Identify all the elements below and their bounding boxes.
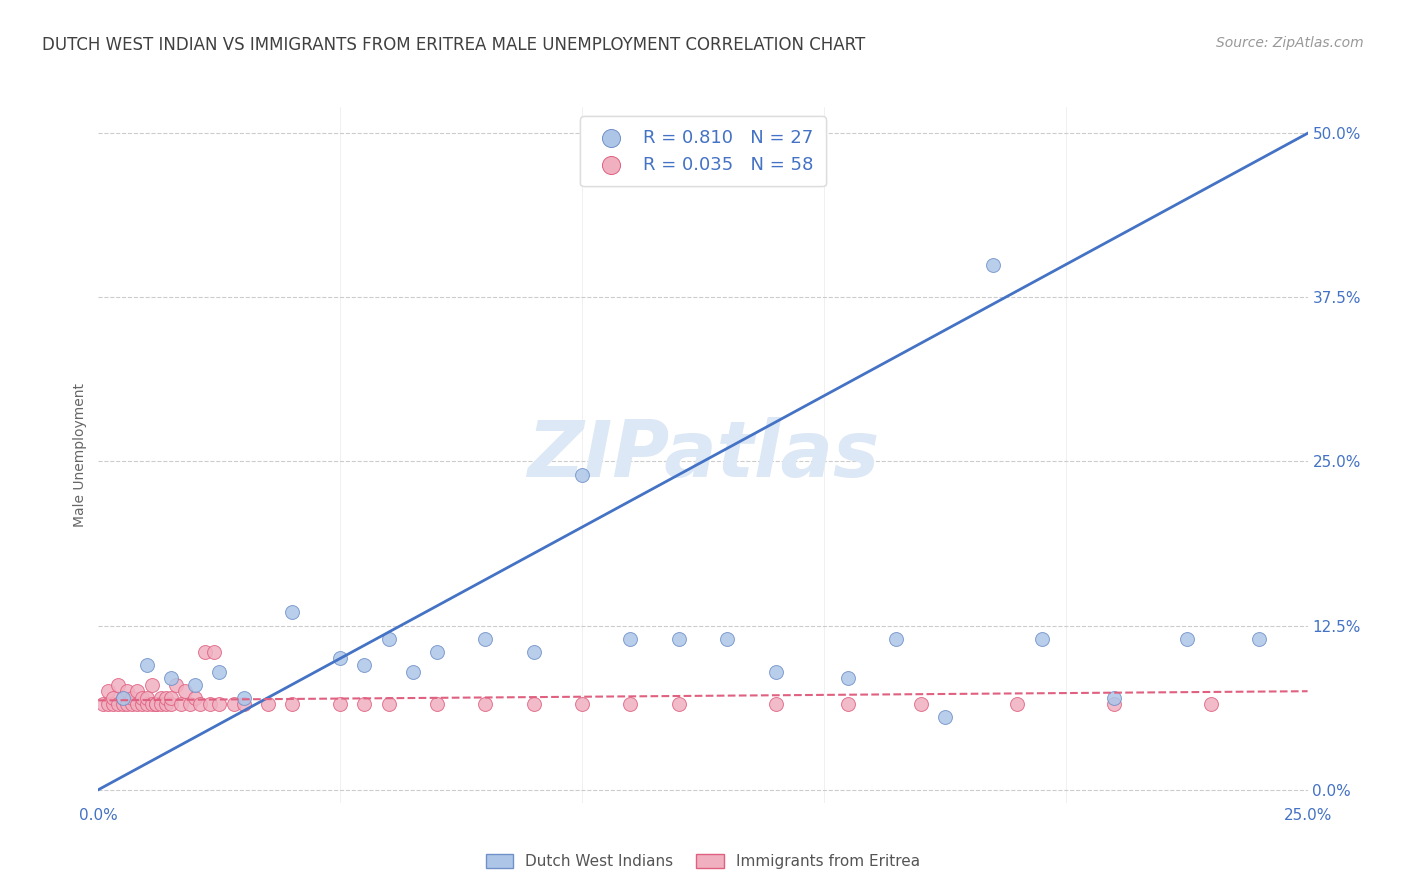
Point [101, 698, 124, 712]
Point [426, 698, 449, 712]
Point [222, 698, 245, 712]
Point [160, 671, 183, 685]
Point [474, 698, 496, 712]
Point [145, 698, 167, 712]
Point [107, 698, 129, 712]
Point [179, 698, 201, 712]
Point [1175, 632, 1198, 646]
Point [837, 671, 859, 685]
Point [165, 678, 187, 692]
Point [523, 645, 546, 659]
Point [150, 698, 173, 712]
Point [716, 632, 738, 646]
Point [232, 698, 254, 712]
Point [135, 657, 157, 672]
Point [169, 698, 191, 712]
Point [1007, 698, 1029, 712]
Point [281, 606, 304, 620]
Point [127, 684, 149, 698]
Point [571, 467, 593, 482]
Point [141, 698, 163, 712]
Point [329, 698, 352, 712]
Point [377, 632, 399, 646]
Point [208, 665, 231, 679]
Point [353, 698, 375, 712]
Point [668, 632, 690, 646]
Point [329, 651, 352, 665]
Legend: Dutch West Indians, Immigrants from Eritrea: Dutch West Indians, Immigrants from Erit… [479, 848, 927, 875]
Point [571, 698, 593, 712]
Point [523, 698, 546, 712]
Point [474, 632, 496, 646]
Point [281, 698, 304, 712]
Point [668, 698, 690, 712]
Point [107, 678, 129, 692]
Point [232, 690, 254, 705]
Point [910, 698, 932, 712]
Point [127, 698, 149, 712]
Point [121, 690, 143, 705]
Point [1031, 632, 1053, 646]
Point [111, 698, 134, 712]
Point [188, 698, 211, 712]
Point [1249, 632, 1271, 646]
Point [160, 690, 183, 705]
Point [135, 690, 157, 705]
Point [619, 632, 641, 646]
Point [97, 698, 120, 712]
Point [184, 690, 207, 705]
Point [141, 678, 163, 692]
Point [981, 258, 1004, 272]
Y-axis label: Male Unemployment: Male Unemployment [73, 383, 87, 527]
Point [111, 690, 134, 705]
Point [1102, 690, 1125, 705]
Point [111, 690, 134, 705]
Point [155, 690, 177, 705]
Point [1199, 698, 1222, 712]
Point [402, 665, 425, 679]
Point [619, 698, 641, 712]
Point [204, 645, 226, 659]
Point [194, 645, 217, 659]
Point [426, 645, 449, 659]
Point [145, 698, 167, 712]
Text: ZIPatlas: ZIPatlas [527, 417, 879, 493]
Point [934, 710, 956, 724]
Point [886, 632, 908, 646]
Text: Source: ZipAtlas.com: Source: ZipAtlas.com [1216, 36, 1364, 50]
Point [208, 698, 231, 712]
Text: DUTCH WEST INDIAN VS IMMIGRANTS FROM ERITREA MALE UNEMPLOYMENT CORRELATION CHART: DUTCH WEST INDIAN VS IMMIGRANTS FROM ERI… [42, 36, 866, 54]
Point [256, 698, 278, 712]
Point [150, 690, 173, 705]
Point [117, 684, 139, 698]
Point [837, 698, 859, 712]
Point [101, 690, 124, 705]
Point [160, 698, 183, 712]
Point [91, 698, 114, 712]
Point [131, 698, 153, 712]
Point [155, 698, 177, 712]
Point [184, 678, 207, 692]
Point [765, 698, 787, 712]
Legend: R = 0.810   N = 27, R = 0.035   N = 58: R = 0.810 N = 27, R = 0.035 N = 58 [579, 116, 827, 186]
Point [377, 698, 399, 712]
Point [131, 690, 153, 705]
Point [198, 698, 221, 712]
Point [1102, 698, 1125, 712]
Point [353, 657, 375, 672]
Point [117, 698, 139, 712]
Point [97, 684, 120, 698]
Point [135, 698, 157, 712]
Point [121, 698, 143, 712]
Point [765, 665, 787, 679]
Point [174, 684, 197, 698]
